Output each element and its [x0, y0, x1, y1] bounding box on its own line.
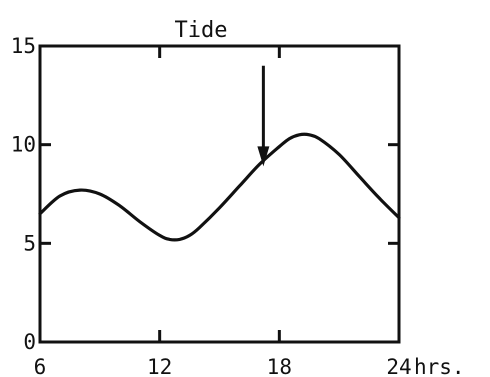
plot-frame [38, 44, 401, 344]
y-tick-label-5: 5 [23, 231, 36, 255]
tide-curve-series [38, 132, 401, 242]
x-tick-label-12: 12 [147, 355, 172, 377]
y-tick-label-10: 10 [11, 133, 36, 157]
y-tick-label-0: 0 [23, 330, 36, 354]
annotation-arrow [257, 65, 270, 167]
x-tick-label-24: 24 [386, 355, 411, 377]
axis-ticks [40, 46, 399, 342]
axis-tick-labels: 0 5 10 15 6 12 18 24 [11, 34, 412, 377]
x-tick-label-6: 6 [34, 355, 47, 377]
arrow-head [257, 146, 270, 167]
x-axis-unit-label: hrs. [414, 355, 465, 377]
x-tick-label-18: 18 [267, 355, 292, 377]
y-tick-label-15: 15 [11, 34, 36, 58]
chart-title: Tide [175, 18, 228, 43]
